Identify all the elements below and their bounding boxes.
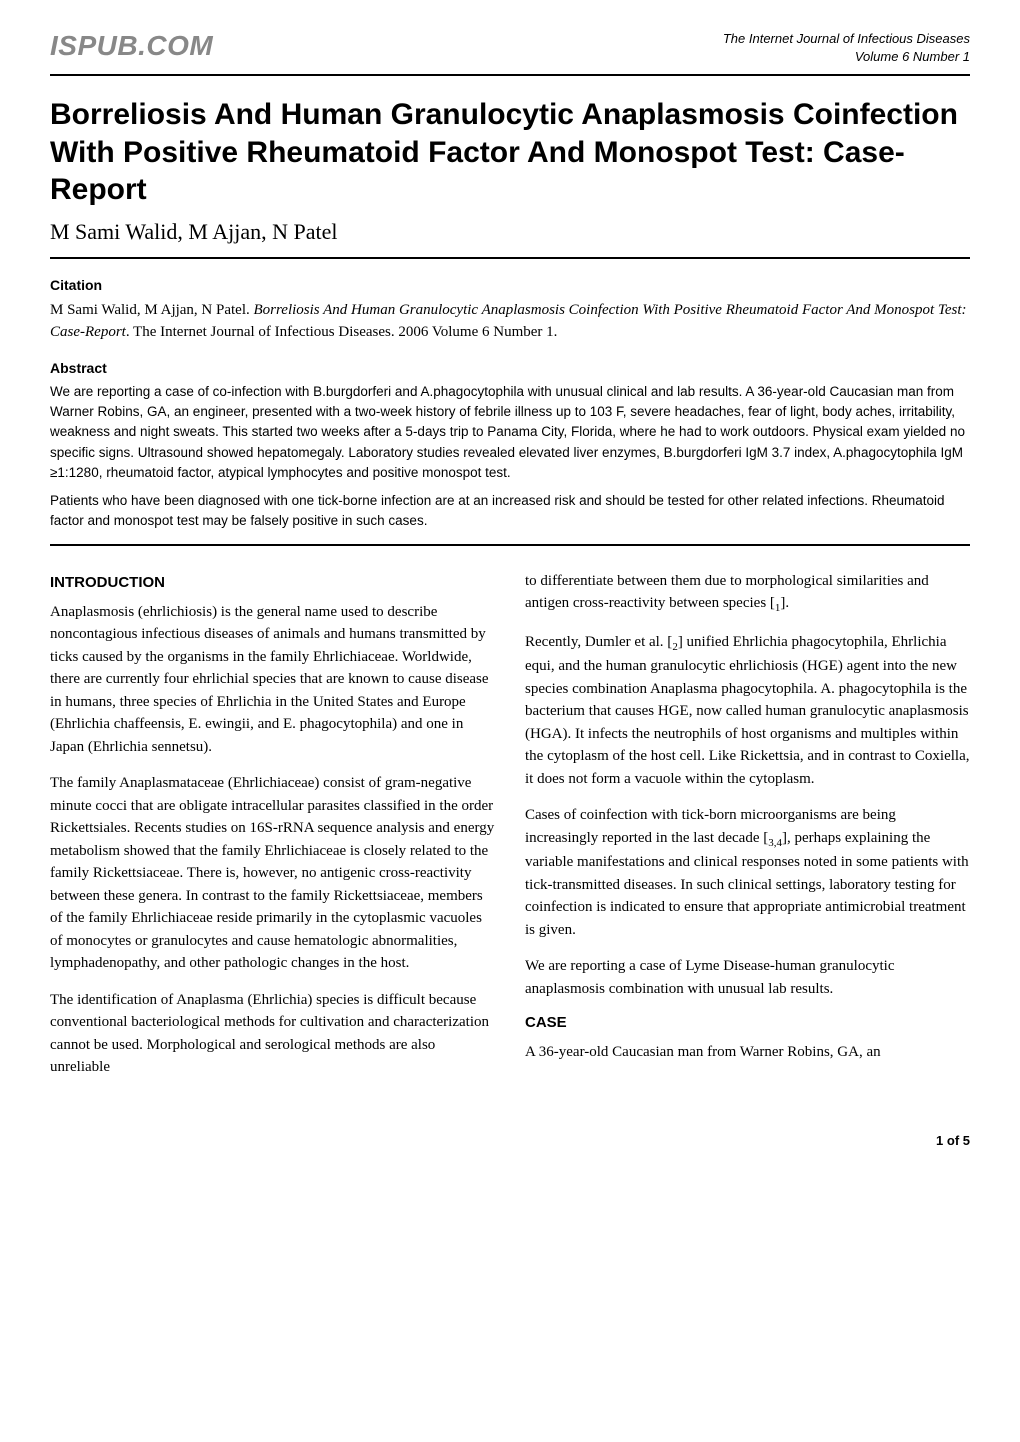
right-p2-a: Recently, Dumler et al. [ xyxy=(525,634,672,650)
abstract-rule xyxy=(50,544,970,546)
heading-introduction: INTRODUCTION xyxy=(50,574,495,591)
right-p3: Cases of coinfection with tick-born micr… xyxy=(525,804,970,941)
article-title: Borreliosis And Human Granulocytic Anapl… xyxy=(50,96,970,209)
page-number: 1 of 5 xyxy=(50,1133,970,1148)
case-p1: A 36-year-old Caucasian man from Warner … xyxy=(525,1041,970,1064)
right-column: to differentiate between them due to mor… xyxy=(525,570,970,1093)
right-p4: We are reporting a case of Lyme Disease-… xyxy=(525,955,970,1000)
abstract-p2: Patients who have been diagnosed with on… xyxy=(50,491,970,532)
right-p2: Recently, Dumler et al. [2] unified Ehrl… xyxy=(525,631,970,791)
right-p1-b: ]. xyxy=(780,595,789,611)
body-columns: INTRODUCTION Anaplasmosis (ehrlichiosis)… xyxy=(50,570,970,1093)
citation-authors: M Sami Walid, M Ajjan, N Patel. xyxy=(50,302,254,318)
intro-p1: Anaplasmosis (ehrlichiosis) is the gener… xyxy=(50,601,495,759)
ref-34: 3,4 xyxy=(768,837,782,849)
journal-info: The Internet Journal of Infectious Disea… xyxy=(723,30,970,66)
citation-label: Citation xyxy=(50,277,970,293)
header-row: ISPUB.COM The Internet Journal of Infect… xyxy=(50,30,970,66)
intro-p3: The identification of Anaplasma (Ehrlich… xyxy=(50,989,495,1079)
title-rule xyxy=(50,257,970,259)
citation-text: M Sami Walid, M Ajjan, N Patel. Borrelio… xyxy=(50,299,970,344)
left-column: INTRODUCTION Anaplasmosis (ehrlichiosis)… xyxy=(50,570,495,1093)
intro-p2: The family Anaplasmataceae (Ehrlichiacea… xyxy=(50,772,495,975)
header-rule xyxy=(50,74,970,76)
volume-issue: Volume 6 Number 1 xyxy=(723,48,970,66)
site-name: ISPUB.COM xyxy=(50,30,213,62)
abstract-p1: We are reporting a case of co-infection … xyxy=(50,382,970,483)
journal-name: The Internet Journal of Infectious Disea… xyxy=(723,30,970,48)
abstract-label: Abstract xyxy=(50,360,970,376)
right-p1-a: to differentiate between them due to mor… xyxy=(525,573,929,612)
right-p2-b: ] unified Ehrlichia phagocytophila, Ehrl… xyxy=(525,634,969,787)
article-authors: M Sami Walid, M Ajjan, N Patel xyxy=(50,219,970,245)
heading-case: CASE xyxy=(525,1014,970,1031)
right-p1: to differentiate between them due to mor… xyxy=(525,570,970,617)
citation-rest: . The Internet Journal of Infectious Dis… xyxy=(126,324,558,340)
